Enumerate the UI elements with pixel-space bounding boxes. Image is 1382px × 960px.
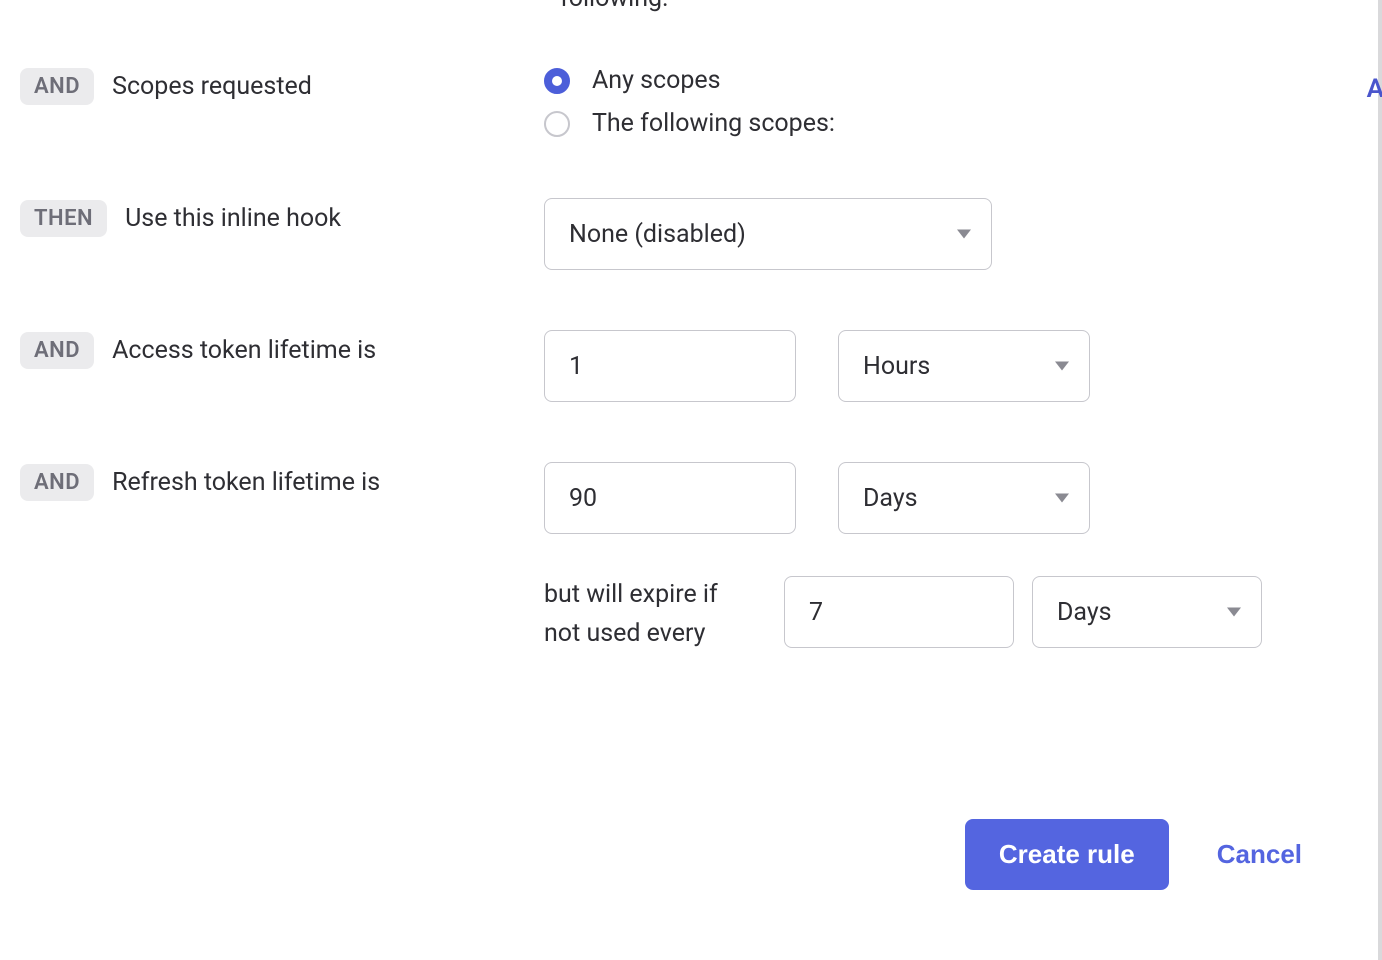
radio-label-any-scopes: Any scopes xyxy=(592,66,721,95)
select-expire-unit[interactable]: Days xyxy=(1032,576,1262,648)
label-col-expire xyxy=(20,574,520,578)
select-access-token-unit-value: Hours xyxy=(863,352,930,381)
row-inline-hook: THEN Use this inline hook None (disabled… xyxy=(20,196,1362,270)
cancel-button[interactable]: Cancel xyxy=(1217,839,1302,870)
chevron-down-icon xyxy=(957,230,971,239)
radio-any-scopes[interactable]: Any scopes xyxy=(544,66,1362,95)
badge-and-refresh: AND xyxy=(20,464,94,501)
edge-fragment-letter: A xyxy=(1367,74,1382,104)
chevron-down-icon xyxy=(1055,494,1069,503)
control-col-scopes: Any scopes The following scopes: xyxy=(544,64,1362,138)
select-refresh-token-unit-value: Days xyxy=(863,484,918,513)
window-right-edge: A xyxy=(1368,0,1382,960)
row-access-token: AND Access token lifetime is Hours xyxy=(20,328,1362,402)
label-refresh-token-lifetime: Refresh token lifetime is xyxy=(112,468,380,497)
row-expire: but will expire if not used every Days xyxy=(20,574,1362,654)
input-refresh-token-value[interactable] xyxy=(544,462,796,534)
label-col-inline-hook: THEN Use this inline hook xyxy=(20,196,520,237)
label-col-scopes: AND Scopes requested xyxy=(20,64,520,105)
chevron-down-icon xyxy=(1055,362,1069,371)
label-scopes-requested: Scopes requested xyxy=(112,72,312,101)
label-access-token-lifetime: Access token lifetime is xyxy=(112,336,376,365)
radio-indicator-unselected xyxy=(544,111,570,137)
expire-text-block: but will expire if not used every xyxy=(544,576,766,654)
label-col-refresh-token: AND Refresh token lifetime is xyxy=(20,460,520,501)
badge-then: THEN xyxy=(20,200,107,237)
select-inline-hook[interactable]: None (disabled) xyxy=(544,198,992,270)
row-refresh-token: AND Refresh token lifetime is Days xyxy=(20,460,1362,534)
input-access-token-value[interactable] xyxy=(544,330,796,402)
control-col-refresh-token: Days xyxy=(544,460,1362,534)
input-expire-value[interactable] xyxy=(784,576,1014,648)
cutoff-fragment-text: following: xyxy=(560,0,668,13)
badge-and-scopes: AND xyxy=(20,68,94,105)
expire-text-line1: but will expire if xyxy=(544,580,718,609)
select-expire-unit-value: Days xyxy=(1057,598,1112,627)
radio-indicator-selected xyxy=(544,68,570,94)
row-scopes: AND Scopes requested Any scopes The foll… xyxy=(20,64,1362,138)
select-access-token-unit[interactable]: Hours xyxy=(838,330,1090,402)
badge-and-access: AND xyxy=(20,332,94,369)
label-col-access-token: AND Access token lifetime is xyxy=(20,328,520,369)
control-col-inline-hook: None (disabled) xyxy=(544,196,1362,270)
control-col-expire: but will expire if not used every Days xyxy=(544,574,1362,654)
label-inline-hook: Use this inline hook xyxy=(125,204,341,233)
select-inline-hook-value: None (disabled) xyxy=(569,220,746,249)
control-col-access-token: Hours xyxy=(544,328,1362,402)
form-footer: Create rule Cancel xyxy=(965,819,1302,890)
select-refresh-token-unit[interactable]: Days xyxy=(838,462,1090,534)
radio-following-scopes[interactable]: The following scopes: xyxy=(544,109,1362,138)
create-rule-button[interactable]: Create rule xyxy=(965,819,1169,890)
radio-label-following-scopes: The following scopes: xyxy=(592,109,835,138)
rule-form-panel: A following: AND Scopes requested Any sc… xyxy=(0,0,1382,960)
chevron-down-icon xyxy=(1227,608,1241,617)
expire-text-line2: not used every xyxy=(544,619,706,648)
